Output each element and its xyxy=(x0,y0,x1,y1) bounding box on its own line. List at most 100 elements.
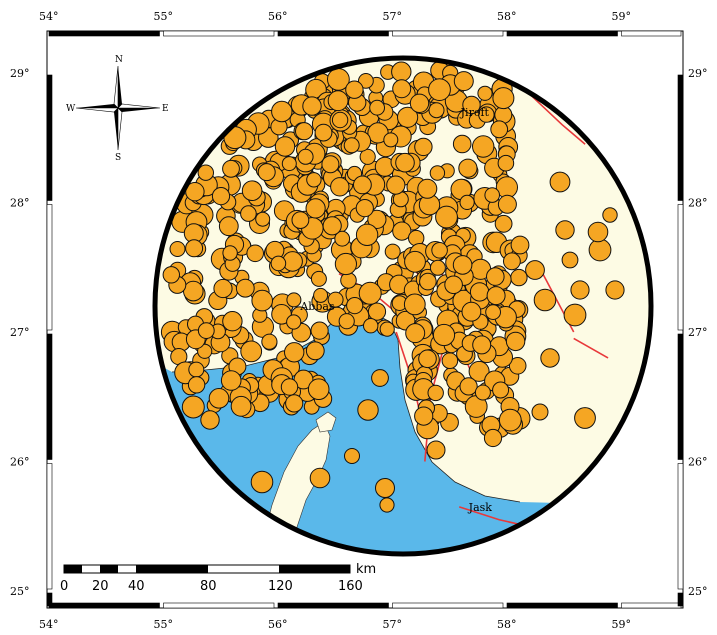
scale-label-20: 20 xyxy=(92,579,109,594)
longitude-label-top: 56° xyxy=(268,10,288,23)
epicenter-marker xyxy=(428,78,451,101)
border-segment-top xyxy=(621,30,682,37)
epicenter-marker xyxy=(472,335,492,355)
epicenter-marker xyxy=(605,280,625,300)
epicenter-marker xyxy=(188,361,205,378)
epicenter-marker xyxy=(510,268,528,287)
epicenter-marker xyxy=(271,304,292,325)
epicenter-marker xyxy=(218,216,239,237)
epicenter-marker xyxy=(291,211,310,230)
epicenter-marker xyxy=(181,395,205,419)
epicenter-marker xyxy=(570,280,590,300)
epicenter-marker xyxy=(211,187,231,206)
latitude-label-right: 29° xyxy=(688,67,708,80)
epicenter-marker xyxy=(429,165,446,181)
epicenter-marker xyxy=(220,370,242,391)
epicenter-marker xyxy=(369,99,386,116)
epicenter-marker xyxy=(314,123,333,142)
epicenter-marker xyxy=(334,230,351,247)
epicenter-marker xyxy=(498,408,522,432)
epicenter-marker xyxy=(305,341,325,361)
epicenter-marker xyxy=(490,120,509,139)
epicenter-marker xyxy=(587,221,609,243)
epicenter-marker xyxy=(432,323,456,347)
epicenter-marker xyxy=(330,177,350,197)
epicenter-marker xyxy=(230,395,252,417)
epicenter-marker xyxy=(261,333,278,350)
epicenter-marker xyxy=(371,369,389,387)
border-segment-left xyxy=(46,333,53,460)
border-segment-left xyxy=(46,592,53,607)
border-segment-bottom xyxy=(163,602,275,609)
epicenter-marker xyxy=(286,314,302,330)
scale-label-160: 160 xyxy=(338,579,363,594)
epicenters xyxy=(160,61,625,513)
epicenter-marker xyxy=(270,255,287,272)
epicenter-marker xyxy=(462,95,481,115)
epicenter-marker xyxy=(309,467,331,489)
epicenter-marker xyxy=(162,266,181,284)
border-segment-right xyxy=(677,333,684,460)
longitude-label-top: 58° xyxy=(497,10,517,23)
epicenter-marker xyxy=(285,394,304,413)
latitude-label-left: 28° xyxy=(10,197,30,210)
border-segment-right xyxy=(677,204,684,331)
border-segment-top xyxy=(48,30,160,37)
epicenter-marker xyxy=(257,163,276,182)
epicenter-marker xyxy=(486,286,506,306)
longitude-label-bottom: 58° xyxy=(497,618,517,631)
epicenter-marker xyxy=(367,122,389,144)
scale-bar: 0 20 40 80 120 160 km xyxy=(60,562,376,594)
epicenter-marker xyxy=(346,297,364,315)
epicenter-marker xyxy=(345,80,364,99)
longitude-label-top: 55° xyxy=(154,10,174,23)
epicenter-marker xyxy=(414,406,434,426)
coordinate-labels: 54° 54° 55° 55° 56° 56° 57° 57° 58° 58° 59° 59° 29° 2… xyxy=(10,10,708,631)
epicenter-marker xyxy=(484,187,501,203)
epicenter-marker xyxy=(419,272,437,291)
border-segment-left xyxy=(46,74,53,201)
epicenter-marker xyxy=(280,378,299,396)
latitude-label-left: 25° xyxy=(10,585,30,598)
epicenter-marker xyxy=(508,357,527,375)
epicenter-marker xyxy=(405,323,426,344)
epicenter-marker xyxy=(375,478,395,498)
epicenter-marker xyxy=(286,292,302,308)
epicenter-marker xyxy=(297,148,314,165)
epicenter-marker xyxy=(533,288,557,312)
border-segment-top xyxy=(277,30,389,37)
epicenter-marker xyxy=(359,148,376,165)
border-segment-top xyxy=(163,30,275,37)
epicenter-marker xyxy=(353,175,372,195)
epicenter-marker xyxy=(602,207,618,223)
latitude-label-left: 29° xyxy=(10,67,30,80)
epicenter-marker xyxy=(409,93,430,114)
epicenter-marker xyxy=(505,331,526,352)
longitude-label-top: 54° xyxy=(39,10,59,23)
epicenter-marker xyxy=(472,135,495,158)
epicenter-marker xyxy=(355,199,374,218)
longitude-label-top: 59° xyxy=(612,10,632,23)
island xyxy=(315,411,337,433)
epicenter-marker xyxy=(367,302,387,321)
epicenter-marker xyxy=(169,241,186,257)
epicenter-marker xyxy=(392,79,412,99)
epicenter-marker xyxy=(497,194,517,214)
epicenter-marker xyxy=(485,304,502,321)
epicenter-marker xyxy=(492,87,515,110)
epicenter-marker xyxy=(428,102,445,119)
epicenter-marker xyxy=(306,172,322,188)
place-label: Abbas xyxy=(299,300,335,313)
border-segment-bottom xyxy=(392,602,504,609)
study-area xyxy=(155,58,651,554)
epicenter-marker xyxy=(240,205,257,222)
epicenter-marker xyxy=(383,132,399,148)
fault-line xyxy=(527,91,586,145)
epicenter-marker xyxy=(391,61,412,82)
epicenter-marker xyxy=(334,252,357,276)
epicenter-marker xyxy=(478,106,495,123)
epicenter-marker xyxy=(213,278,233,299)
fault-line xyxy=(573,337,609,359)
epicenter-marker xyxy=(222,159,240,178)
epicenter-marker xyxy=(208,388,230,409)
